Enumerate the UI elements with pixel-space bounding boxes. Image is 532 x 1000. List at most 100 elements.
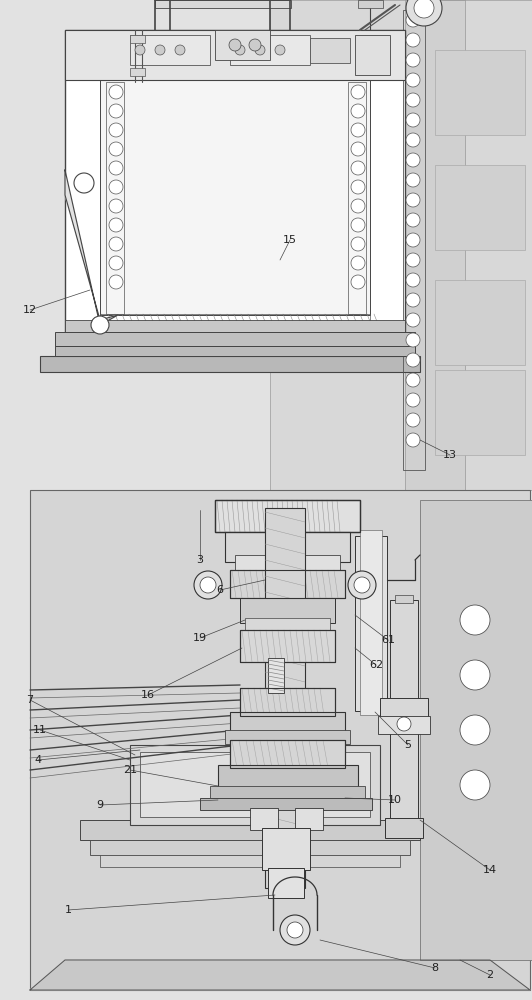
- Circle shape: [460, 770, 490, 800]
- Bar: [215, 500, 360, 532]
- Text: 61: 61: [381, 635, 395, 645]
- Circle shape: [351, 123, 365, 137]
- Circle shape: [414, 0, 434, 18]
- Bar: [55, 346, 415, 356]
- Circle shape: [406, 393, 420, 407]
- Circle shape: [109, 218, 123, 232]
- Circle shape: [280, 915, 310, 945]
- Bar: [230, 712, 345, 734]
- Circle shape: [109, 275, 123, 289]
- Circle shape: [406, 93, 420, 107]
- Circle shape: [406, 413, 420, 427]
- Circle shape: [406, 373, 420, 387]
- Circle shape: [229, 39, 241, 51]
- Circle shape: [397, 717, 411, 731]
- Bar: [265, 508, 305, 888]
- Bar: [225, 730, 350, 744]
- Bar: [435, 280, 525, 365]
- Circle shape: [406, 433, 420, 447]
- Circle shape: [351, 85, 365, 99]
- Bar: [295, 808, 323, 830]
- Circle shape: [406, 113, 420, 127]
- Circle shape: [406, 333, 420, 347]
- Text: 11: 11: [33, 725, 47, 735]
- Bar: [130, 35, 210, 65]
- Circle shape: [406, 233, 420, 247]
- Circle shape: [406, 293, 420, 307]
- Circle shape: [351, 104, 365, 118]
- Bar: [130, 68, 145, 76]
- Circle shape: [255, 45, 265, 55]
- Text: 6: 6: [217, 585, 223, 595]
- Bar: [268, 658, 284, 693]
- Bar: [230, 570, 345, 598]
- Text: 8: 8: [431, 963, 438, 973]
- Bar: [65, 30, 405, 80]
- Bar: [40, 356, 420, 372]
- Bar: [140, 752, 370, 817]
- Bar: [100, 80, 370, 315]
- Bar: [210, 786, 365, 800]
- Bar: [130, 35, 145, 43]
- Text: 13: 13: [443, 450, 457, 460]
- Circle shape: [109, 104, 123, 118]
- Bar: [55, 332, 415, 346]
- Bar: [268, 868, 304, 898]
- Text: 19: 19: [193, 633, 207, 643]
- Bar: [65, 320, 405, 332]
- Bar: [100, 314, 370, 324]
- Circle shape: [155, 45, 165, 55]
- Circle shape: [194, 571, 222, 599]
- Circle shape: [249, 39, 261, 51]
- Text: 4: 4: [35, 755, 41, 765]
- Circle shape: [406, 353, 420, 367]
- Bar: [240, 688, 335, 716]
- Circle shape: [460, 660, 490, 690]
- Bar: [130, 745, 380, 825]
- Bar: [155, 0, 291, 8]
- Bar: [348, 82, 366, 314]
- Circle shape: [74, 173, 94, 193]
- Bar: [225, 532, 350, 562]
- Bar: [230, 35, 310, 65]
- Text: 62: 62: [369, 660, 383, 670]
- Circle shape: [406, 53, 420, 67]
- Text: 14: 14: [483, 865, 497, 875]
- Bar: [355, 35, 390, 75]
- Circle shape: [406, 153, 420, 167]
- Circle shape: [275, 45, 285, 55]
- Bar: [435, 50, 525, 135]
- Circle shape: [406, 33, 420, 47]
- Bar: [358, 0, 383, 8]
- Circle shape: [351, 180, 365, 194]
- Bar: [403, 10, 425, 470]
- Circle shape: [109, 123, 123, 137]
- Bar: [230, 740, 345, 768]
- Text: 2: 2: [486, 970, 494, 980]
- Circle shape: [406, 193, 420, 207]
- Text: 15: 15: [283, 235, 297, 245]
- Bar: [378, 716, 430, 734]
- Circle shape: [351, 161, 365, 175]
- Text: 10: 10: [388, 795, 402, 805]
- Text: 9: 9: [96, 800, 104, 810]
- Bar: [230, 740, 345, 768]
- Bar: [395, 595, 413, 603]
- Bar: [106, 82, 124, 314]
- Circle shape: [351, 218, 365, 232]
- Circle shape: [109, 237, 123, 251]
- Bar: [420, 500, 532, 960]
- Bar: [215, 30, 270, 60]
- Bar: [230, 570, 345, 598]
- Circle shape: [406, 133, 420, 147]
- Circle shape: [109, 199, 123, 213]
- Bar: [215, 500, 360, 532]
- Circle shape: [351, 256, 365, 270]
- Circle shape: [287, 922, 303, 938]
- Circle shape: [406, 73, 420, 87]
- Polygon shape: [65, 170, 118, 325]
- Circle shape: [351, 237, 365, 251]
- Bar: [385, 818, 423, 838]
- Bar: [240, 688, 335, 716]
- Circle shape: [135, 45, 145, 55]
